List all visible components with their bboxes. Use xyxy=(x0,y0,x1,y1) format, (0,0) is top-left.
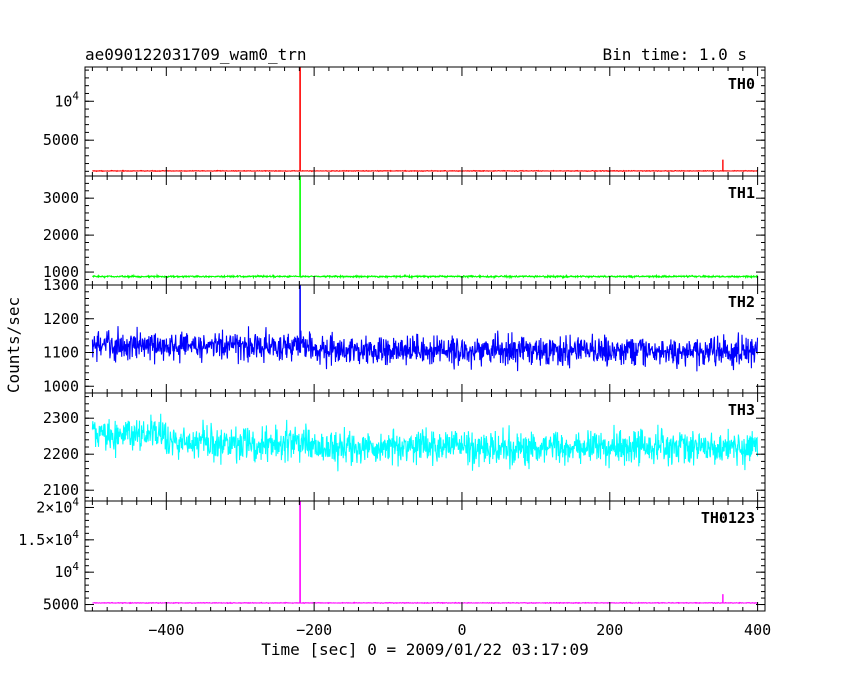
panel-label-th3: TH3 xyxy=(728,401,755,419)
y-tick-label: 2200 xyxy=(43,445,79,463)
panel-label-th2: TH2 xyxy=(728,293,755,311)
y-tick-label: 5000 xyxy=(43,131,79,149)
panel-frame-th1 xyxy=(84,175,766,286)
panel-frame-th0123 xyxy=(84,500,766,612)
x-tick-label: 400 xyxy=(744,621,771,639)
x-tick-label: 0 xyxy=(457,621,466,639)
y-tick-label: 104 xyxy=(54,560,79,581)
panel-th2: 1000 1100 1200 1300 TH2 xyxy=(43,276,766,395)
series-line-th0 xyxy=(92,169,758,173)
y-tick-label: 2300 xyxy=(43,409,79,427)
y-tick-label: 5000 xyxy=(43,596,79,614)
y-tick-label: 1000 xyxy=(43,377,79,395)
panel-label-th0: TH0 xyxy=(728,75,755,93)
series-line-th0123 xyxy=(92,601,758,605)
panel-label-th0123: TH0123 xyxy=(701,509,755,527)
x-tick-label: −400 xyxy=(148,621,184,639)
y-tick-label: 3000 xyxy=(43,189,79,207)
x-tick-label: 200 xyxy=(596,621,623,639)
y-tick-label: 1200 xyxy=(43,310,79,328)
y-tick-label: 1000 xyxy=(43,263,79,281)
y-axis-label: Counts/sec xyxy=(4,297,23,393)
series-line-th1 xyxy=(92,273,759,280)
panel-th3: 2100 2200 2300 TH3 xyxy=(43,392,766,502)
panel-label-th1: TH1 xyxy=(728,184,755,202)
panel-th0123: 5000 104 1.5×104 2×104 TH0123 xyxy=(18,495,766,614)
y-tick-label: 1300 xyxy=(43,276,79,294)
y-tick-label: 2100 xyxy=(43,481,79,499)
x-tick-label: −200 xyxy=(296,621,332,639)
y-tick-label: 1.5×104 xyxy=(18,528,79,549)
series-line-th2 xyxy=(91,326,759,372)
chart-title: ae090122031709_wam0_trn xyxy=(85,45,307,64)
panel-th0: 5000 104 TH0 xyxy=(43,66,766,177)
y-tick-label: 104 xyxy=(54,89,79,110)
y-tick-label: 2×104 xyxy=(36,495,79,516)
y-tick-label: 2000 xyxy=(43,226,79,244)
x-axis-label: Time [sec] 0 = 2009/01/22 03:17:09 xyxy=(261,640,589,659)
series-line-th3 xyxy=(91,413,759,472)
bin-time-label: Bin time: 1.0 s xyxy=(603,45,748,64)
panel-frame-th0 xyxy=(84,66,766,177)
y-tick-label: 1100 xyxy=(43,344,79,362)
panel-th1: 1000 2000 3000 TH1 xyxy=(43,175,766,286)
